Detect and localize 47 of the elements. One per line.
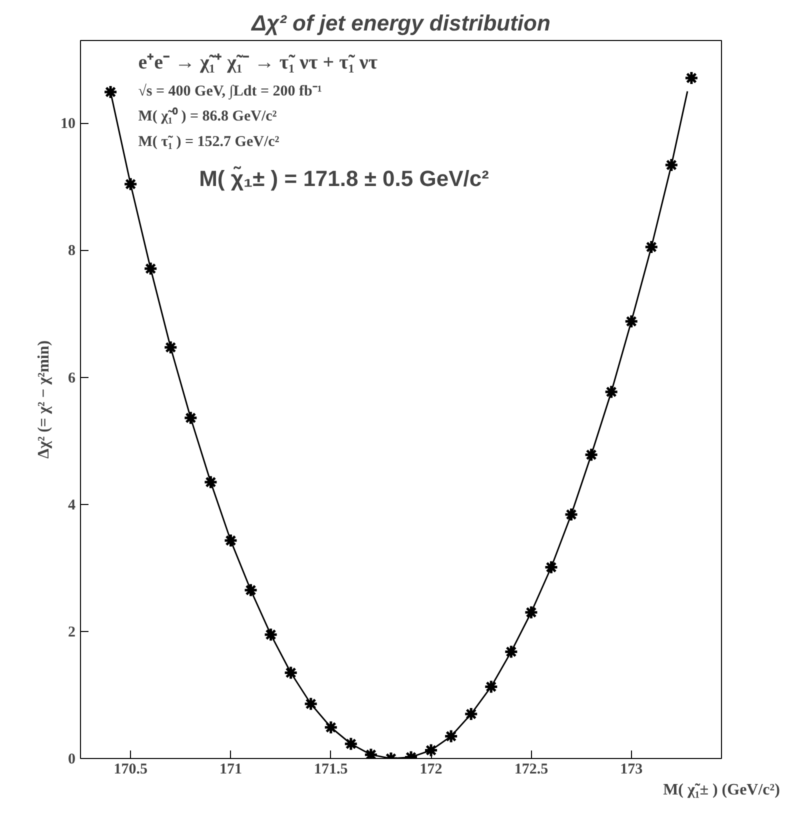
point [564,507,579,522]
point [143,261,158,276]
point [324,720,338,735]
point [163,340,178,355]
point [264,627,278,642]
annotation: M( χ̃₁⁰ ) = 86.8 GeV/c² [138,106,278,125]
point [484,679,498,694]
point [223,533,238,548]
y-axis-title: Δχ² (= χ² − χ²min) [36,340,52,459]
point [504,644,518,660]
y-tick-label: 4 [68,497,76,514]
x-tick-label: 172.5 [514,762,548,778]
point [604,384,619,400]
point [624,314,639,329]
point [244,582,258,598]
y-tick-label: 6 [68,370,76,386]
point [344,736,358,752]
point [203,474,218,490]
annotation: M( χ̃₁± ) = 171.8 ± 0.5 GeV/c² [199,166,489,192]
point [684,70,699,86]
annotation: M( τ̃₁ ) = 152.7 GeV/c² [138,134,280,150]
point [664,158,679,172]
point [123,176,138,192]
point [644,240,659,254]
y-tick-label: 0 [68,752,76,768]
chart-title: Δχ² of jet energy distribution [250,10,550,36]
point [584,448,599,462]
annotation: √s = 400 GeV, ∫Ldt = 200 fb⁻¹ [138,84,322,101]
point [103,84,118,100]
x-tick-label: 172 [420,762,442,778]
x-tick-label: 173 [620,762,643,778]
x-tick-label: 170.5 [114,762,148,778]
point [464,706,478,722]
y-tick-label: 2 [68,624,76,640]
point [524,605,538,620]
x-tick-label: 171 [219,762,242,778]
point [183,410,198,426]
point [444,729,458,744]
y-tick-label: 10 [60,116,76,132]
x-tick-label: 171.5 [314,762,348,778]
y-tick-label: 8 [68,243,76,260]
point [304,696,318,712]
point [424,742,438,758]
point [544,560,558,574]
point [284,665,298,680]
x-axis-title: M( χ̃₁± ) (GeV/c²) [663,782,780,798]
annotation: e⁺e⁻ → χ̃₁⁺ χ̃₁⁻ → τ̃₁ ντ + τ̃₁ ντ [138,51,378,74]
